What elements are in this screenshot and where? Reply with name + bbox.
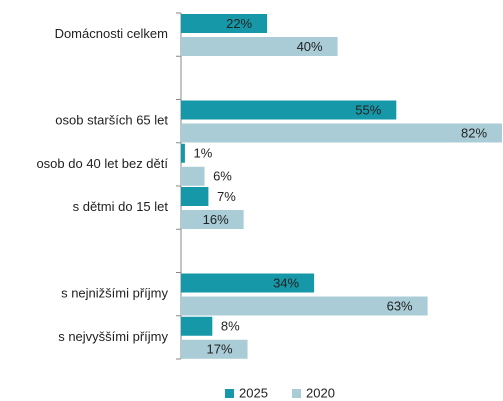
value-label: 7%	[217, 189, 236, 204]
value-label: 55%	[355, 102, 381, 117]
value-label: 22%	[226, 16, 252, 31]
bar	[181, 100, 397, 120]
bar	[181, 296, 428, 316]
bar	[181, 339, 248, 359]
bar	[181, 273, 315, 293]
legend-swatch	[225, 389, 234, 398]
bar	[181, 210, 244, 229]
bar	[181, 143, 185, 163]
value-label: 16%	[203, 212, 229, 227]
legend-label: 2020	[306, 385, 335, 400]
bar	[181, 187, 209, 206]
value-label: 40%	[297, 39, 323, 54]
category-label: osob do 40 let bez dětí	[36, 156, 168, 171]
category-label: s dětmi do 15 let	[73, 199, 169, 214]
bar	[181, 123, 502, 143]
bar	[181, 37, 338, 56]
category-label: osob starších 65 let	[55, 113, 168, 128]
value-label: 82%	[461, 125, 487, 140]
legend-swatch	[292, 389, 301, 398]
value-label: 34%	[273, 275, 299, 290]
bar	[181, 316, 213, 336]
category-label: s nejnižšími příjmy	[61, 286, 168, 301]
category-label: s nejvyššími příjmy	[58, 329, 168, 344]
value-label: 63%	[387, 298, 413, 313]
legend-label: 2025	[239, 385, 268, 400]
category-label: Domácnosti celkem	[55, 26, 168, 41]
bar	[181, 166, 205, 186]
value-label: 1%	[194, 146, 213, 161]
value-label: 8%	[221, 319, 240, 334]
value-label: 6%	[213, 169, 232, 184]
value-label: 17%	[207, 342, 233, 357]
bar	[181, 14, 268, 33]
